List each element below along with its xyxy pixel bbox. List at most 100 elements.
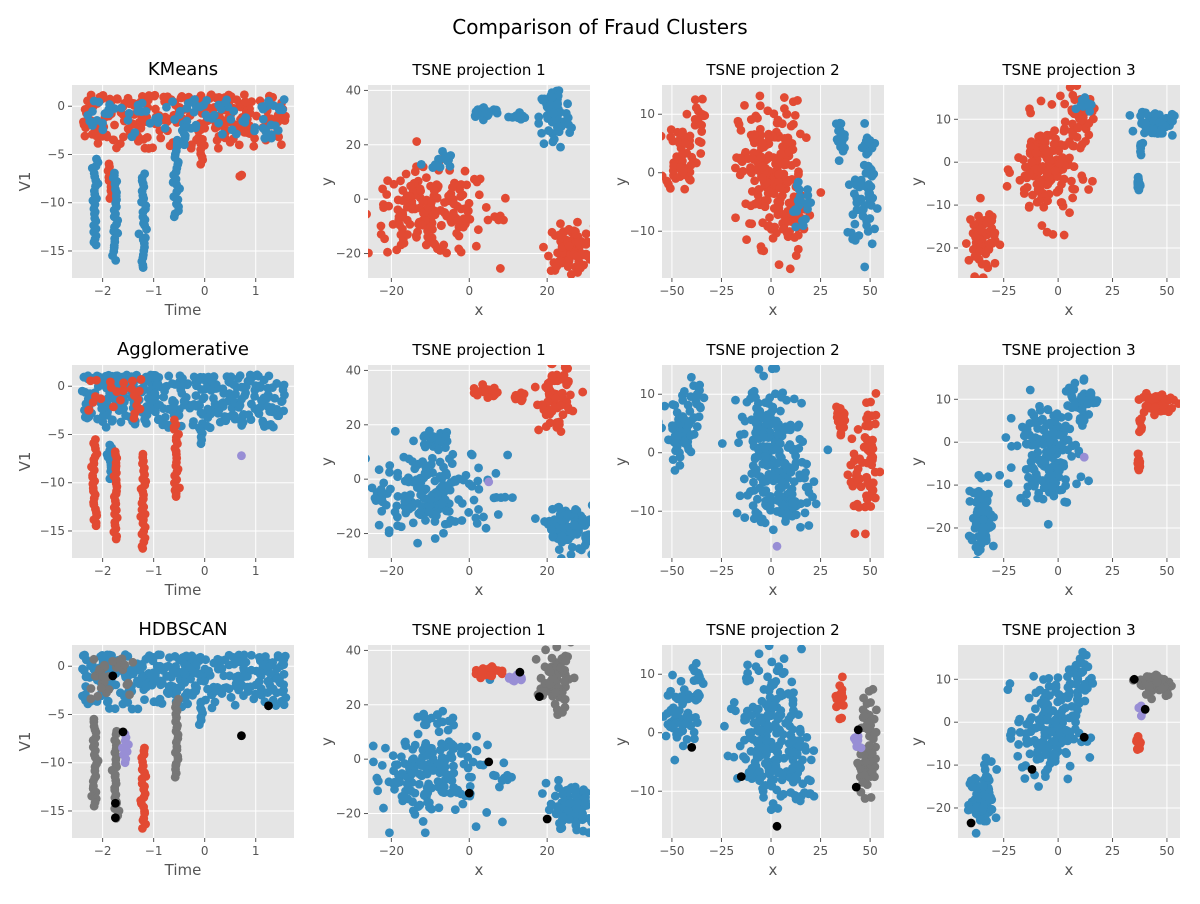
scatter-point bbox=[133, 107, 142, 116]
scatter-point bbox=[427, 460, 436, 469]
scatter-point bbox=[791, 111, 800, 120]
scatter-point bbox=[92, 241, 101, 250]
scatter-point bbox=[147, 670, 156, 679]
scatter-point bbox=[371, 494, 380, 503]
scatter-point bbox=[531, 383, 540, 392]
scatter-point bbox=[572, 804, 581, 813]
scatter-point bbox=[501, 493, 510, 502]
scatter-point bbox=[471, 112, 480, 121]
scatter-point bbox=[1080, 453, 1089, 462]
x-tick-label: 20 bbox=[540, 564, 555, 578]
scatter-point bbox=[796, 474, 805, 483]
scatter-point bbox=[761, 460, 770, 469]
scatter-point bbox=[534, 426, 543, 435]
y-tick-label: −10 bbox=[630, 224, 655, 238]
scatter-point bbox=[1072, 104, 1081, 113]
scatter-point bbox=[409, 518, 418, 527]
y-tick-label: −5 bbox=[47, 147, 65, 161]
scatter-point bbox=[476, 760, 485, 769]
scatter-point bbox=[474, 505, 483, 514]
scatter-point bbox=[769, 525, 778, 534]
scatter-point bbox=[987, 216, 996, 225]
scatter-point bbox=[257, 102, 266, 111]
scatter-point bbox=[416, 508, 425, 517]
scatter-point bbox=[749, 478, 758, 487]
scatter-point bbox=[472, 822, 481, 831]
scatter-point bbox=[138, 824, 147, 833]
x-axis-label: Time bbox=[164, 861, 202, 879]
scatter-point bbox=[146, 119, 155, 128]
scatter-point bbox=[265, 405, 274, 414]
scatter-point bbox=[449, 209, 458, 218]
scatter-point bbox=[439, 767, 448, 776]
scatter-point bbox=[680, 439, 689, 448]
scatter-point bbox=[1004, 479, 1013, 488]
scatter-point bbox=[797, 645, 806, 654]
scatter-point bbox=[423, 783, 432, 792]
scatter-point bbox=[758, 514, 767, 523]
scatter-point bbox=[1060, 423, 1069, 432]
x-axis-label: x bbox=[1065, 861, 1074, 879]
scatter-point bbox=[548, 228, 557, 237]
x-tick-label: 0 bbox=[1054, 564, 1062, 578]
scatter-point bbox=[451, 805, 460, 814]
scatter-point bbox=[964, 256, 973, 265]
scatter-point bbox=[1067, 403, 1076, 412]
scatter-point bbox=[237, 731, 246, 740]
scatter-point bbox=[659, 712, 668, 721]
scatter-point bbox=[587, 550, 596, 559]
scatter-point bbox=[409, 437, 418, 446]
scatter-point bbox=[1060, 127, 1069, 136]
scatter-point bbox=[255, 409, 264, 418]
y-tick-label: 20 bbox=[346, 418, 361, 432]
scatter-point bbox=[1079, 376, 1088, 385]
scatter-point bbox=[1001, 433, 1010, 442]
y-axis-label: y bbox=[612, 737, 630, 746]
scatter-point bbox=[164, 372, 173, 381]
scatter-point bbox=[144, 144, 153, 153]
scatter-point bbox=[995, 471, 1004, 480]
scatter-point bbox=[137, 375, 146, 384]
scatter-point bbox=[835, 681, 844, 690]
scatter-point bbox=[364, 249, 373, 258]
scatter-point bbox=[477, 666, 486, 675]
y-tick-label: 0 bbox=[943, 435, 951, 449]
scatter-point bbox=[864, 180, 873, 189]
scatter-point bbox=[547, 93, 556, 102]
scatter-point bbox=[454, 216, 463, 225]
scatter-point bbox=[462, 471, 471, 480]
x-axis-label: Time bbox=[164, 301, 202, 319]
scatter-point bbox=[854, 725, 863, 734]
scatter-point bbox=[548, 371, 557, 380]
series-cluster-2 bbox=[773, 542, 782, 551]
y-tick-label: 10 bbox=[936, 112, 951, 126]
scatter-point bbox=[582, 240, 591, 249]
scatter-point bbox=[428, 163, 437, 172]
scatter-point bbox=[434, 446, 443, 455]
scatter-point bbox=[214, 144, 223, 153]
x-tick-label: 0 bbox=[201, 844, 209, 858]
scatter-point bbox=[968, 533, 977, 542]
scatter-point bbox=[1076, 115, 1085, 124]
scatter-point bbox=[170, 212, 179, 221]
scatter-point bbox=[853, 500, 862, 509]
scatter-point bbox=[517, 396, 526, 405]
subplot-title: Agglomerative bbox=[117, 339, 249, 360]
scatter-point bbox=[741, 199, 750, 208]
y-tick-label: 0 bbox=[57, 99, 65, 113]
scatter-point bbox=[1129, 127, 1138, 136]
scatter-point bbox=[204, 666, 213, 675]
scatter-point bbox=[854, 736, 863, 745]
scatter-point bbox=[540, 517, 549, 526]
scatter-point bbox=[868, 453, 877, 462]
y-tick-label: 40 bbox=[346, 83, 361, 97]
scatter-point bbox=[789, 207, 798, 216]
scatter-point bbox=[598, 800, 607, 809]
scatter-point bbox=[1023, 425, 1032, 434]
scatter-point bbox=[211, 400, 220, 409]
scatter-point bbox=[802, 483, 811, 492]
